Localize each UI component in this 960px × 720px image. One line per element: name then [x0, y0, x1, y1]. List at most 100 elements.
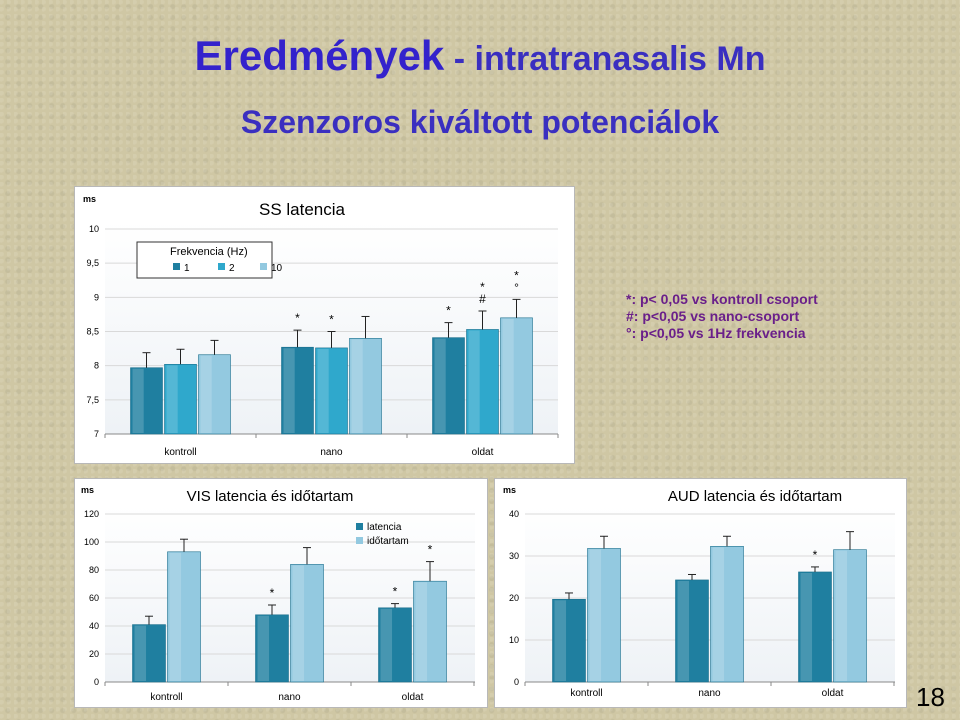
y-tick-label: 7: [94, 429, 99, 439]
chart-title: SS latencia: [259, 200, 346, 219]
category-label: oldat: [472, 447, 494, 458]
significance-marker: *: [270, 586, 275, 600]
legend-swatch: [260, 263, 267, 270]
significance-marker: *: [329, 313, 334, 327]
bar-highlight: [166, 365, 178, 433]
legend-swatch: [356, 537, 363, 544]
bar-highlight: [169, 552, 182, 681]
bar: [833, 549, 867, 683]
legend-title: Frekvencia (Hz): [170, 246, 248, 258]
vis-chart: ms VIS latencia és időtartam 0 20 40 60 80 100 1…: [81, 485, 475, 703]
category-label: nano: [698, 688, 721, 699]
bar: [432, 337, 465, 435]
page-number: 18: [916, 682, 945, 712]
category-label: oldat: [402, 692, 424, 703]
bar: [466, 329, 499, 435]
note-frekvencia: °: p<0,05 vs 1Hz frekvencia: [626, 325, 806, 341]
y-tick-label: 40: [509, 509, 519, 519]
bar-highlight: [292, 565, 305, 681]
bar-highlight: [134, 625, 147, 681]
legend-label: 10: [271, 263, 283, 274]
significance-notes: *: p< 0,05 vs kontroll csoport #: p<0,05…: [626, 291, 818, 342]
bar: [798, 571, 832, 683]
bar: [587, 548, 621, 683]
significance-marker: *: [393, 585, 398, 599]
bar: [552, 598, 586, 683]
y-tick-label: 8: [94, 361, 99, 371]
bar: [281, 346, 314, 435]
y-tick-label: 30: [509, 551, 519, 561]
category-label: nano: [320, 447, 343, 458]
note-nano: #: p<0,05 vs nano-csoport: [626, 308, 800, 324]
significance-marker: °: [514, 280, 519, 294]
bar-highlight: [317, 348, 329, 433]
bar: [500, 317, 533, 435]
bar-highlight: [677, 580, 690, 681]
note-kontroll: *: p< 0,05 vs kontroll csoport: [626, 291, 818, 307]
y-tick-label: 80: [89, 565, 99, 575]
unit-label: ms: [503, 485, 516, 495]
y-tick-label: 9,5: [86, 258, 99, 268]
bar-highlight: [351, 339, 363, 433]
bar-highlight: [502, 318, 514, 433]
slide-title: Eredmények - intratranasalis Mn: [0, 32, 960, 80]
y-tick-label: 100: [84, 537, 99, 547]
legend-box: [136, 241, 273, 279]
y-tick-label: 7,5: [86, 395, 99, 405]
chart-title: VIS latencia és időtartam: [187, 488, 354, 505]
y-tick-label: 40: [89, 621, 99, 631]
bar: [130, 367, 163, 435]
bar-highlight: [380, 608, 393, 681]
unit-label: ms: [81, 485, 94, 495]
category-label: kontroll: [164, 447, 196, 458]
bar: [710, 546, 744, 683]
ss-latency-panel: ms SS latencia 7 7,5 8 8,5 9 9,5 10 kontroll nano *…: [74, 186, 575, 464]
ss-latency-chart: ms SS latencia 7 7,5 8 8,5 9 9,5 10 kontroll nano *…: [83, 194, 559, 458]
bar: [198, 354, 231, 435]
aud-panel: ms AUD latencia és időtartam 0 10 20 30 40 kont…: [494, 478, 907, 708]
y-tick-label: 120: [84, 509, 99, 519]
bar-highlight: [712, 547, 725, 681]
category-label: nano: [278, 692, 301, 703]
significance-marker: *: [428, 543, 433, 557]
bar: [290, 564, 324, 683]
bar: [164, 364, 197, 435]
y-tick-label: 8,5: [86, 327, 99, 337]
bar-highlight: [200, 355, 212, 433]
legend-label: latencia: [367, 522, 402, 533]
legend-swatch: [218, 263, 225, 270]
bar-highlight: [800, 572, 813, 681]
legend-swatch: [356, 523, 363, 530]
unit-label: ms: [83, 194, 96, 204]
legend-label: 2: [229, 263, 235, 274]
y-tick-label: 0: [514, 677, 519, 687]
bar: [167, 551, 201, 683]
chart-title: AUD latencia és időtartam: [668, 488, 842, 505]
significance-marker: *: [446, 304, 451, 318]
slide-title-main: Eredmények: [194, 32, 445, 79]
bar: [349, 338, 382, 435]
bar-highlight: [468, 330, 480, 433]
y-tick-label: 10: [509, 635, 519, 645]
bar-highlight: [589, 549, 602, 681]
y-tick-label: 20: [89, 649, 99, 659]
significance-marker: *: [813, 548, 818, 562]
bar: [378, 607, 412, 683]
significance-marker: *: [480, 280, 485, 294]
significance-marker: #: [479, 292, 486, 306]
bar-highlight: [835, 550, 848, 681]
bar-highlight: [257, 615, 270, 681]
bar: [132, 624, 166, 683]
y-tick-label: 20: [509, 593, 519, 603]
bar-highlight: [415, 582, 428, 681]
y-tick-label: 10: [89, 224, 99, 234]
legend-swatch: [173, 263, 180, 270]
category-label: oldat: [822, 688, 844, 699]
category-label: kontroll: [150, 692, 182, 703]
legend-label: 1: [184, 263, 190, 274]
bar: [315, 347, 348, 435]
bar: [413, 580, 447, 683]
y-tick-label: 0: [94, 677, 99, 687]
slide-subtitle: Szenzoros kiváltott potenciálok: [240, 104, 720, 140]
y-tick-label: 60: [89, 593, 99, 603]
